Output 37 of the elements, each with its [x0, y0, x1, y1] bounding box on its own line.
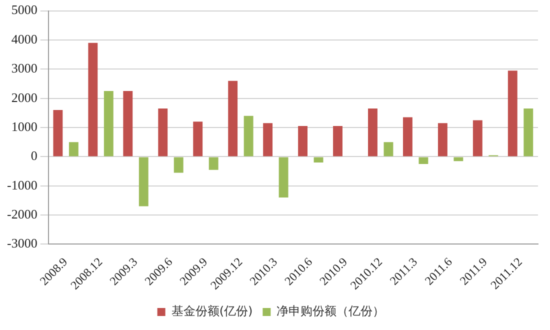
bar — [298, 126, 308, 156]
bar — [244, 116, 254, 156]
bar — [104, 91, 114, 156]
bar — [228, 80, 238, 156]
bar — [88, 42, 98, 156]
bar — [508, 70, 518, 156]
bar — [138, 157, 148, 206]
bar — [314, 157, 324, 163]
bar — [402, 117, 412, 156]
bar — [158, 108, 168, 156]
bar — [263, 123, 273, 156]
legend-label: 净申购份额（亿份） — [276, 304, 385, 318]
y-tick-label: -3000 — [6, 236, 38, 251]
bar — [418, 157, 428, 164]
bar — [68, 142, 78, 156]
bar — [438, 123, 448, 156]
bar — [123, 91, 133, 156]
y-tick-label: 1000 — [11, 118, 38, 134]
bar — [454, 157, 464, 162]
bar — [53, 110, 63, 156]
y-tick-label: 3000 — [11, 60, 38, 76]
bar — [193, 122, 203, 156]
bar — [174, 157, 184, 173]
bar — [333, 126, 342, 156]
legend-label: 基金份额(亿份) — [171, 304, 253, 318]
y-tick-label: 5000 — [11, 2, 38, 18]
bar — [278, 157, 288, 198]
y-tick-label: 0 — [30, 148, 38, 164]
y-tick-label: -2000 — [6, 206, 38, 222]
y-tick-label: 2000 — [11, 90, 38, 105]
bar — [384, 142, 394, 156]
bar — [524, 108, 534, 156]
bar — [472, 120, 482, 156]
y-tick-label: -1000 — [6, 177, 38, 192]
y-tick-label: 4000 — [11, 31, 38, 46]
bar — [368, 108, 378, 156]
bar — [208, 157, 218, 170]
